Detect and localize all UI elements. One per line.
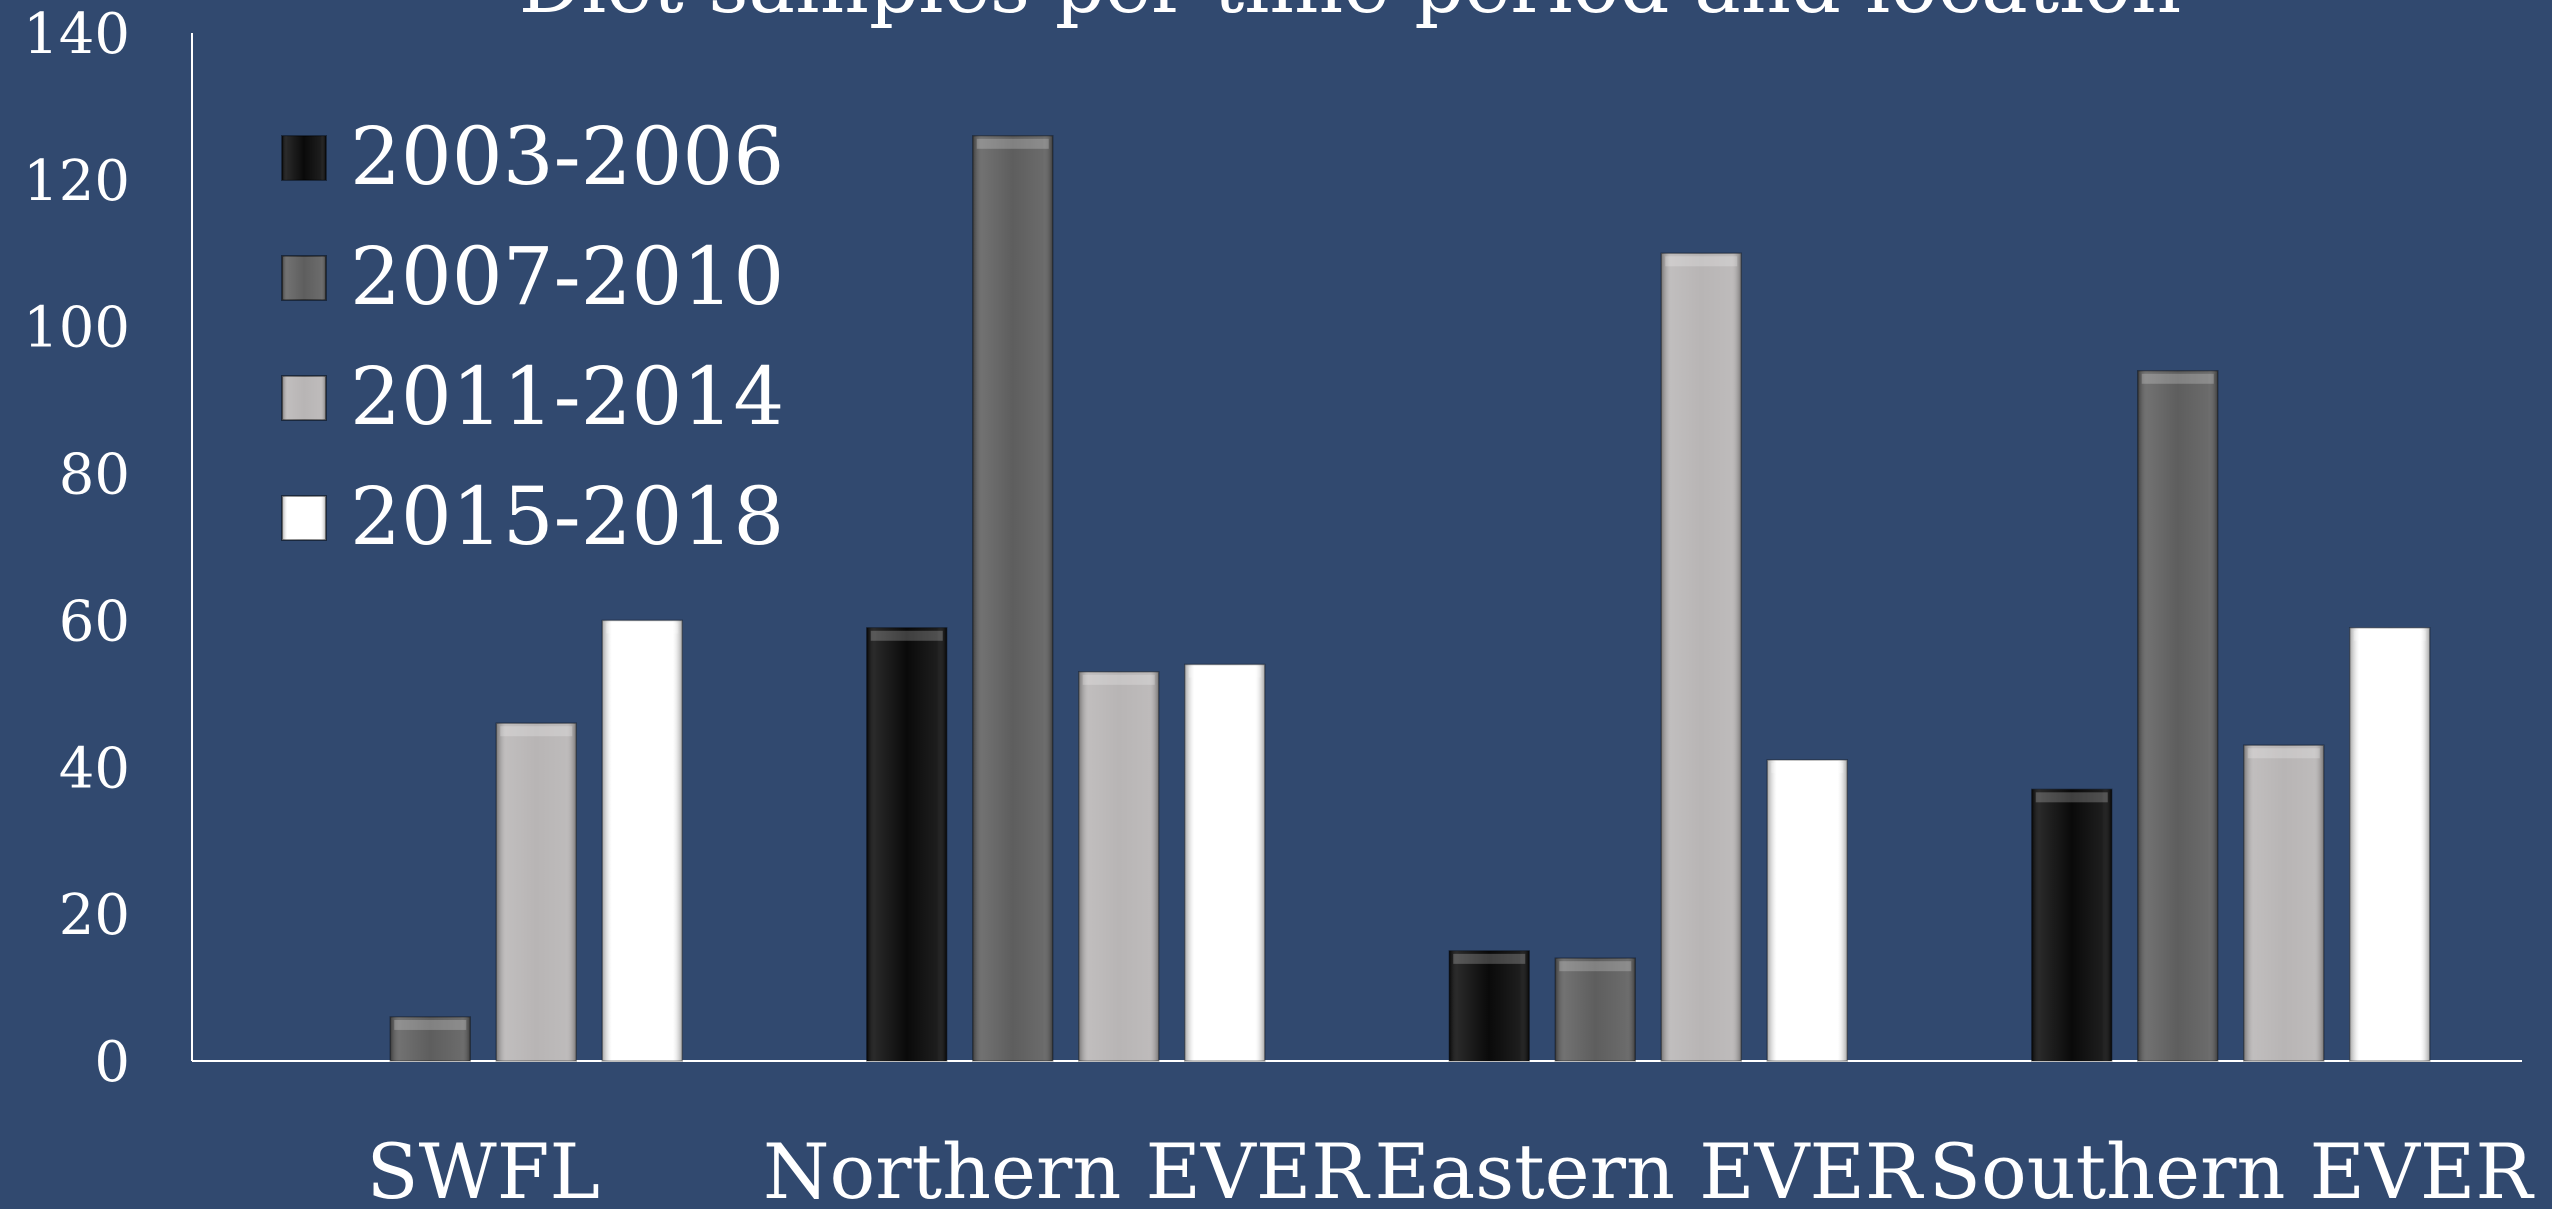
legend-swatch-bevel <box>282 376 326 420</box>
bar-bevel <box>1449 950 1530 1061</box>
bar-highlight <box>1082 674 1155 685</box>
legend-swatch-bevel <box>282 496 326 540</box>
bar-highlight <box>1453 953 1526 964</box>
bar-bevel <box>390 1016 471 1061</box>
bar-bevel <box>972 135 1053 1062</box>
legend-label: 2011-2014 <box>350 350 784 443</box>
y-tick-label: 80 <box>59 443 130 508</box>
chart-title: Diet samples per time period and locatio… <box>519 0 2182 31</box>
bar-highlight <box>606 623 679 634</box>
legend-label: 2003-2006 <box>350 110 784 203</box>
bar-highlight <box>2035 792 2108 803</box>
x-tick-label: Northern EVER <box>763 1127 1371 1205</box>
bar-bevel <box>2349 627 2430 1061</box>
y-tick-label: 100 <box>23 296 130 361</box>
bar-bevel <box>866 627 947 1061</box>
bar-bevel <box>1555 958 1636 1061</box>
bar-highlight <box>1559 961 1632 972</box>
bar-highlight <box>1665 256 1738 267</box>
bar-highlight <box>394 1019 467 1030</box>
legend-label: 2015-2018 <box>350 470 784 563</box>
bar-highlight <box>1771 762 1844 773</box>
legend-swatch-bevel <box>282 256 326 300</box>
bar-highlight <box>2141 373 2214 384</box>
legend: 2003-2006 2007-2010 2011-2014 2015-2018 <box>281 110 784 563</box>
bar-highlight <box>2247 748 2320 759</box>
bar-bevel <box>1661 253 1742 1062</box>
bar-bevel <box>1767 759 1848 1061</box>
y-tick-label: 140 <box>23 2 130 67</box>
bars <box>389 135 2431 1062</box>
y-tick-label: 0 <box>94 1030 130 1095</box>
bar-bevel <box>602 620 683 1061</box>
x-tick-label: Southern EVER <box>1929 1127 2536 1205</box>
y-tick-label: 60 <box>59 589 130 654</box>
bar-highlight <box>500 726 573 737</box>
x-tick-label: Eastern EVER <box>1374 1127 1925 1205</box>
bar-highlight <box>870 630 943 641</box>
y-axis: 0 20 40 60 80 100 120 140 <box>23 2 193 1095</box>
bar-highlight <box>1188 667 1261 678</box>
y-tick-label: 40 <box>59 736 130 801</box>
bar-bevel <box>1184 664 1265 1061</box>
bar-bevel <box>2031 789 2112 1061</box>
x-axis: SWFL Northern EVER Eastern EVER Southern EV… <box>192 1060 2536 1209</box>
legend-swatch-bevel <box>282 136 326 180</box>
y-tick-label: 20 <box>59 883 130 948</box>
bar-bevel <box>2243 745 2324 1061</box>
x-tick-label: SWFL <box>367 1127 600 1205</box>
bar-highlight <box>976 138 1049 149</box>
bar-bevel <box>496 723 577 1061</box>
y-tick-label: 120 <box>23 149 130 214</box>
bar-bevel <box>1078 671 1159 1061</box>
bar-highlight <box>2353 630 2426 641</box>
legend-label: 2007-2010 <box>350 230 784 323</box>
bar-bevel <box>2137 370 2218 1061</box>
